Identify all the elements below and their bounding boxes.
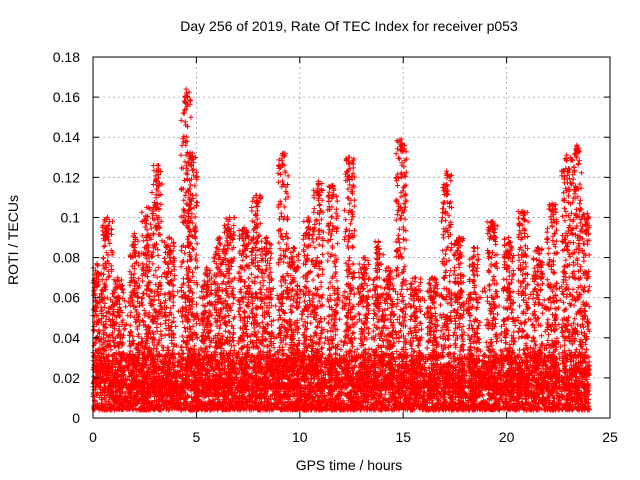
x-tick-label: 20	[499, 429, 515, 445]
chart-title: Day 256 of 2019, Rate Of TEC Index for r…	[180, 18, 518, 34]
y-tick-label: 0.1	[61, 209, 81, 225]
axis-tick-labels: 0 5 10 15 20 25 0 0.02 0.04 0.06 0.08 0.1 0.12 0.14 0.…	[53, 49, 618, 445]
x-tick-label: 15	[395, 429, 411, 445]
x-tick-label: 25	[602, 429, 618, 445]
data-point-group	[126, 94, 194, 401]
y-tick-label: 0.16	[53, 89, 80, 105]
x-tick-label: 5	[193, 429, 201, 445]
y-tick-label: 0	[72, 410, 80, 426]
data-point-group	[451, 208, 545, 400]
axis-ticks	[92, 56, 611, 419]
data-points	[90, 86, 592, 413]
y-tick-label: 0.14	[53, 129, 80, 145]
data-point-group	[579, 210, 592, 396]
y-tick-label: 0.18	[53, 49, 80, 65]
y-tick-label: 0.04	[53, 330, 80, 346]
plot-frame	[92, 56, 611, 419]
x-axis-label: GPS time / hours	[296, 457, 403, 473]
x-tick-label: 10	[292, 429, 308, 445]
data-point-group	[222, 150, 291, 401]
data-point-group	[178, 86, 238, 398]
y-tick-label: 0.12	[53, 169, 80, 185]
x-tick-label: 0	[89, 429, 97, 445]
data-point-group	[530, 142, 592, 401]
data-point-group	[326, 142, 409, 400]
y-tick-label: 0.08	[53, 250, 80, 266]
data-point-group	[275, 150, 341, 400]
y-tick-label: 0.02	[53, 370, 80, 386]
y-axis-label: ROTI / TECUs	[5, 195, 21, 285]
y-tick-label: 0.06	[53, 290, 80, 306]
